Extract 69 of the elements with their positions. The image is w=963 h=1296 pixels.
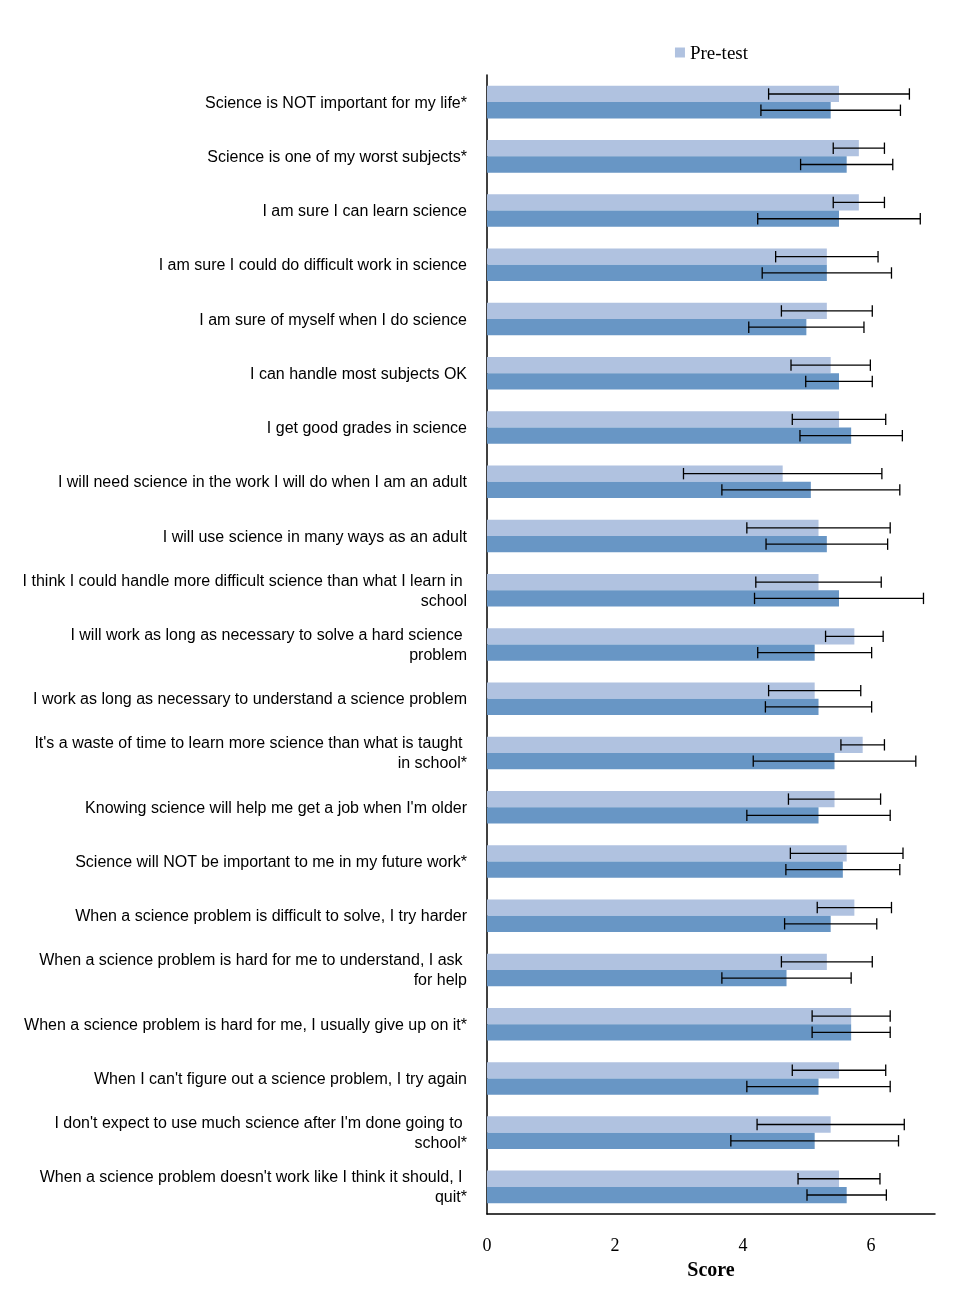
bar: [487, 628, 855, 645]
y-tick-label: I am sure I could do difficult work in science: [158, 256, 468, 274]
y-tick-label: I think I could handle more difficult science than what I learn in school: [22, 571, 467, 609]
bar: [487, 845, 847, 862]
bar: [487, 698, 819, 716]
bar: [487, 1062, 839, 1079]
bar: [487, 357, 831, 374]
x-tick-label: 2: [610, 1235, 620, 1255]
x-tick-label: 6: [866, 1235, 876, 1255]
bar: [487, 373, 839, 390]
y-tick-label: I work as long as necessary to understand a science problem: [32, 690, 467, 708]
x-axis-title: Score: [687, 1257, 735, 1280]
legend-label: Pre-test: [689, 42, 749, 63]
bar: [487, 953, 827, 970]
y-tick-label: When a science problem doesn't work like I think it should, I quit*: [39, 1168, 467, 1206]
y-tick-label: I will work as long as necessary to solve a hard science problem: [70, 626, 467, 663]
bar: [487, 264, 827, 282]
y-tick-label: I can handle most subjects OK: [250, 364, 468, 382]
bar: [487, 481, 811, 499]
bar: [487, 682, 815, 699]
bar: [487, 1116, 831, 1133]
y-tick-label: Science is NOT important for my life*: [204, 93, 467, 111]
y-tick-label: I will need science in the work I will do when I am an adult: [57, 473, 468, 491]
y-tick-label: Science will NOT be important to me in my future work*: [75, 852, 467, 870]
bar: [487, 736, 863, 753]
bar: [487, 969, 787, 987]
y-tick-label: When a science problem is hard for me, I usually give up on it*: [24, 1015, 467, 1033]
x-tick-label: 0: [482, 1235, 492, 1255]
bar: [487, 536, 827, 553]
bar: [487, 102, 831, 119]
bar: [487, 140, 859, 157]
bar: [487, 302, 827, 320]
y-tick-label: When a science problem is hard for me to understand, I ask for help: [39, 951, 468, 989]
bar: [487, 210, 839, 227]
bar: [487, 1024, 852, 1041]
bar: [487, 807, 819, 824]
bar: [487, 248, 827, 265]
y-tick-label: When I can't figure out a science problem, I try again: [93, 1069, 467, 1087]
bar: [487, 1078, 819, 1095]
bar: [487, 156, 847, 173]
bar: [487, 590, 839, 607]
bar: [487, 573, 819, 591]
bar: [487, 194, 859, 211]
y-tick-label: I am sure of myself when I do science: [199, 310, 468, 328]
y-tick-label: I don't expect to use much science after I'm done going to school*: [54, 1114, 467, 1152]
bar: [487, 465, 783, 482]
bar: [487, 1170, 839, 1187]
bar: [487, 752, 835, 770]
bar: [487, 644, 815, 661]
y-tick-label: Science is one of my worst subjects*: [207, 147, 467, 165]
bar: [487, 1007, 852, 1025]
bar: [487, 427, 852, 444]
bar: [487, 85, 839, 103]
bar: [487, 519, 819, 537]
y-tick-label: I am sure I can learn science: [262, 202, 468, 220]
y-tick-label: When a science problem is difficult to solve, I try harder: [75, 907, 468, 925]
bar: [487, 790, 835, 808]
bar: [487, 861, 843, 878]
x-tick-label: 4: [738, 1235, 748, 1255]
bar: [487, 915, 831, 932]
bar: [487, 1186, 847, 1204]
bar: [487, 319, 807, 336]
y-tick-label: It's a waste of time to learn more science than what is taught in school*: [34, 734, 467, 772]
y-tick-label: I get good grades in science: [266, 419, 468, 437]
bar: [487, 1132, 815, 1149]
bar: [487, 899, 855, 916]
y-tick-label: I will use science in many ways as an adult: [162, 527, 468, 545]
bar: [487, 411, 839, 428]
y-tick-label: Knowing science will help me get a job when I'm older: [85, 798, 468, 816]
